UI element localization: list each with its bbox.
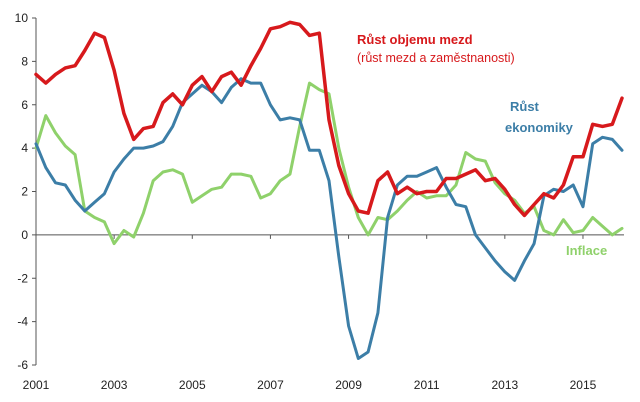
- x-tick-label: 2013: [491, 378, 518, 392]
- y-tick-label: 8: [21, 54, 28, 68]
- x-tick-label: 2003: [101, 378, 128, 392]
- y-tick-label: -2: [17, 271, 28, 285]
- series-label-economy: Růst: [510, 99, 540, 114]
- y-tick-label: 6: [21, 98, 28, 112]
- y-tick-label: 0: [21, 228, 28, 242]
- x-tick-label: 2015: [570, 378, 597, 392]
- x-tick-label: 2011: [414, 378, 440, 392]
- series-sublabel-economy: ekonomiky: [505, 120, 574, 135]
- y-tick-label: -4: [17, 315, 28, 329]
- y-tick-label: 10: [15, 11, 29, 25]
- series-labels: Růst objemu mezd (růst mezd a zaměstnano…: [357, 32, 607, 258]
- series-label-inflation: Inflace: [566, 243, 607, 258]
- x-tick-label: 2007: [257, 378, 284, 392]
- y-tick-labels: -6 -4 -2 0 2 4 6 8 10: [15, 11, 36, 372]
- y-tick-label: 4: [21, 141, 28, 155]
- series-lines: [34, 20, 624, 360]
- x-tick-labels: 2001 2003 2005 2007 2009 2011 2013 2015: [23, 234, 597, 392]
- series-line-wages: [34, 20, 624, 218]
- y-tick-label: 2: [21, 185, 28, 199]
- series-label-wages: Růst objemu mezd: [357, 32, 473, 47]
- y-tick-label: -6: [17, 358, 28, 372]
- x-tick-label: 2001: [23, 378, 50, 392]
- x-tick-label: 2009: [335, 378, 362, 392]
- series-line-economy: [34, 77, 624, 360]
- series-sublabel-wages: (růst mezd a zaměstnanosti): [357, 51, 515, 65]
- x-tick-label: 2005: [179, 378, 206, 392]
